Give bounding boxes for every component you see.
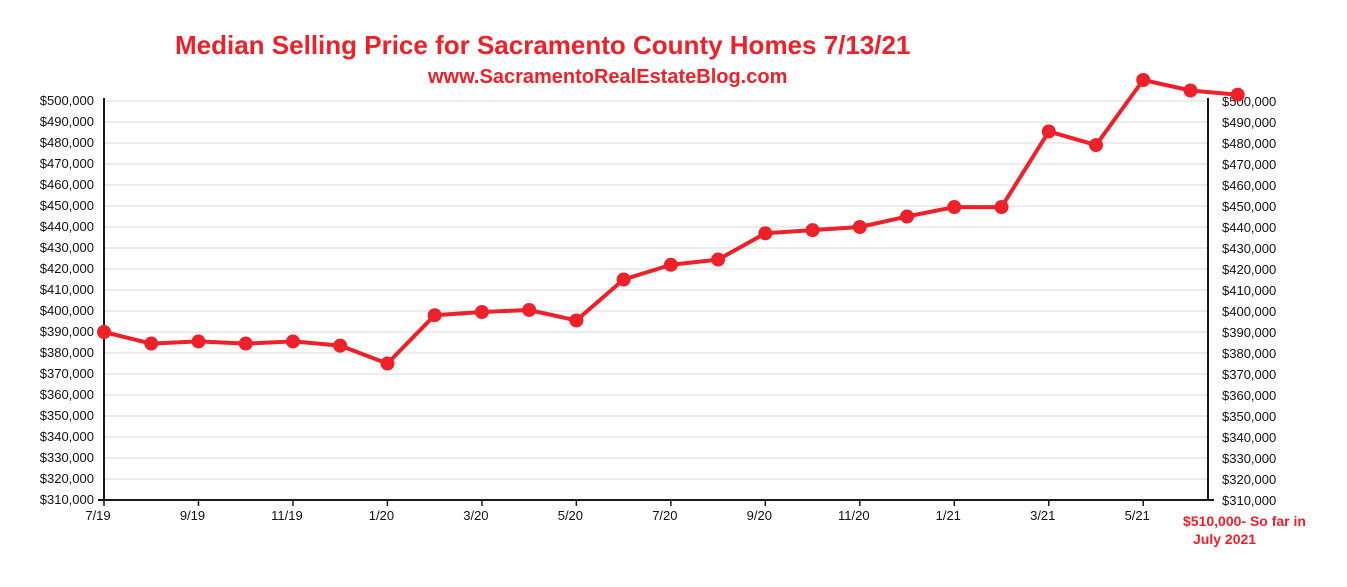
annotation-line-2: July 2021 xyxy=(1183,530,1343,548)
y-tick-label-left: $470,000 xyxy=(40,156,94,171)
y-tick-label-right: $390,000 xyxy=(1222,325,1276,340)
y-tick-label-right: $440,000 xyxy=(1222,220,1276,235)
x-tick-label: 1/21 xyxy=(936,508,961,523)
x-tick-label: 1/20 xyxy=(369,508,394,523)
x-tick-label: 5/20 xyxy=(558,508,583,523)
data-point xyxy=(522,303,536,317)
july-2021-annotation: $510,000- So far in July 2021 xyxy=(1183,512,1343,548)
y-tick-label-right: $350,000 xyxy=(1222,409,1276,424)
y-tick-label-right: $310,000 xyxy=(1222,493,1276,508)
data-point xyxy=(1042,124,1056,138)
x-axis-ticks: 7/19 9/19 11/19 1/20 3/20 5/20 7/20 9/20 11/20 1/… xyxy=(85,500,1150,523)
x-tick-label: 3/21 xyxy=(1030,508,1055,523)
y-tick-label-left: $380,000 xyxy=(40,345,94,360)
data-point xyxy=(1183,84,1197,98)
x-tick-label: 11/20 xyxy=(838,508,870,523)
gridlines xyxy=(98,98,1214,500)
y-tick-label-right: $490,000 xyxy=(1222,115,1276,130)
data-point xyxy=(947,200,961,214)
y-tick-label-left: $410,000 xyxy=(40,282,94,297)
series-median-price xyxy=(97,73,1245,371)
y-tick-label-right: $410,000 xyxy=(1222,283,1276,298)
data-point xyxy=(995,200,1009,214)
y-axis-left-ticks: $310,000 $320,000 $330,000 $340,000 $350,000… xyxy=(40,93,94,507)
x-tick-label: 7/20 xyxy=(652,508,677,523)
y-tick-label-right: $340,000 xyxy=(1222,430,1276,445)
x-tick-label: 9/19 xyxy=(180,508,205,523)
y-tick-label-left: $400,000 xyxy=(40,303,94,318)
y-tick-label-left: $310,000 xyxy=(40,492,94,507)
y-tick-label-right: $380,000 xyxy=(1222,346,1276,361)
y-tick-label-left: $450,000 xyxy=(40,198,94,213)
y-tick-label-left: $430,000 xyxy=(40,240,94,255)
data-point xyxy=(428,308,442,322)
data-point xyxy=(1136,73,1150,87)
data-point xyxy=(191,334,205,348)
data-point xyxy=(569,313,583,327)
y-tick-label-right: $330,000 xyxy=(1222,451,1276,466)
data-point xyxy=(239,337,253,351)
y-tick-label-left: $440,000 xyxy=(40,219,94,234)
data-point xyxy=(286,334,300,348)
y-axis-right-ticks: $310,000 $320,000 $330,000 $340,000 $350,000… xyxy=(1222,94,1276,508)
data-point xyxy=(711,253,725,267)
y-tick-label-right: $450,000 xyxy=(1222,199,1276,214)
data-point xyxy=(664,258,678,272)
y-tick-label-left: $420,000 xyxy=(40,261,94,276)
y-tick-label-right: $420,000 xyxy=(1222,262,1276,277)
y-tick-label-right: $480,000 xyxy=(1222,136,1276,151)
data-point xyxy=(333,339,347,353)
y-tick-label-left: $390,000 xyxy=(40,324,94,339)
data-point xyxy=(97,325,111,339)
annotation-line-1: $510,000- So far in xyxy=(1183,513,1306,529)
y-tick-label-left: $460,000 xyxy=(40,177,94,192)
x-tick-label: 9/20 xyxy=(747,508,772,523)
data-point xyxy=(900,210,914,224)
data-point xyxy=(380,357,394,371)
x-tick-label: 11/19 xyxy=(271,508,303,523)
y-tick-label-left: $350,000 xyxy=(40,408,94,423)
y-tick-label-right: $470,000 xyxy=(1222,157,1276,172)
y-tick-label-right: $360,000 xyxy=(1222,388,1276,403)
y-tick-label-right: $430,000 xyxy=(1222,241,1276,256)
y-tick-label-left: $370,000 xyxy=(40,366,94,381)
data-point xyxy=(144,337,158,351)
series-line xyxy=(104,80,1238,364)
y-tick-label-left: $500,000 xyxy=(40,93,94,108)
y-tick-label-right: $460,000 xyxy=(1222,178,1276,193)
x-tick-label: 5/21 xyxy=(1125,508,1150,523)
y-tick-label-left: $340,000 xyxy=(40,429,94,444)
y-tick-label-left: $360,000 xyxy=(40,387,94,402)
data-point xyxy=(758,226,772,240)
y-tick-label-right: $370,000 xyxy=(1222,367,1276,382)
x-tick-label: 3/20 xyxy=(463,508,488,523)
data-point xyxy=(475,305,489,319)
y-tick-label-right: $320,000 xyxy=(1222,472,1276,487)
data-point xyxy=(1231,88,1245,102)
x-tick-label: 7/19 xyxy=(85,508,110,523)
data-point xyxy=(853,220,867,234)
data-point xyxy=(806,223,820,237)
y-tick-label-left: $480,000 xyxy=(40,135,94,150)
y-tick-label-left: $490,000 xyxy=(40,114,94,129)
data-point xyxy=(1089,138,1103,152)
y-tick-label-left: $330,000 xyxy=(40,450,94,465)
y-tick-label-right: $500,000 xyxy=(1222,94,1276,109)
data-point xyxy=(617,273,631,287)
y-tick-label-left: $320,000 xyxy=(40,471,94,486)
y-tick-label-right: $400,000 xyxy=(1222,304,1276,319)
